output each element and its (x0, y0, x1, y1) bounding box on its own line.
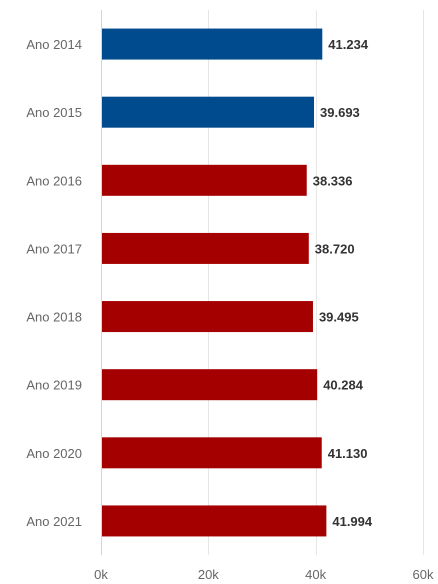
bar[interactable] (102, 28, 323, 60)
category-label: Ano 2016 (26, 173, 82, 188)
category-label: Ano 2020 (26, 446, 82, 461)
category-label: Ano 2021 (26, 514, 82, 529)
bar[interactable] (102, 301, 313, 333)
data-label: 40.284 (323, 378, 364, 393)
bar[interactable] (102, 164, 307, 196)
bar[interactable] (102, 437, 322, 469)
bars (102, 28, 327, 537)
data-label: 39.495 (319, 310, 359, 325)
bar[interactable] (102, 96, 315, 128)
labels: 0k 20k 40k 60k Ano 2014 41.234 Ano 2015 39.693 A… (26, 37, 434, 582)
data-label: 38.336 (313, 173, 353, 188)
category-label: Ano 2015 (26, 105, 82, 120)
bar[interactable] (102, 369, 318, 401)
x-tick-label: 60k (413, 567, 434, 582)
x-tick-label: 20k (198, 567, 219, 582)
data-label: 38.720 (315, 241, 355, 256)
grid-lines (101, 10, 424, 555)
data-label: 41.130 (328, 446, 368, 461)
data-label: 41.994 (332, 514, 373, 529)
bar[interactable] (102, 232, 309, 264)
x-tick-label: 40k (305, 567, 326, 582)
x-tick-label: 0k (94, 567, 108, 582)
data-label: 41.234 (328, 37, 369, 52)
category-label: Ano 2019 (26, 378, 82, 393)
data-label: 39.693 (320, 105, 360, 120)
category-label: Ano 2018 (26, 310, 82, 325)
bar[interactable] (102, 505, 327, 537)
category-label: Ano 2017 (26, 241, 82, 256)
category-label: Ano 2014 (26, 37, 82, 52)
